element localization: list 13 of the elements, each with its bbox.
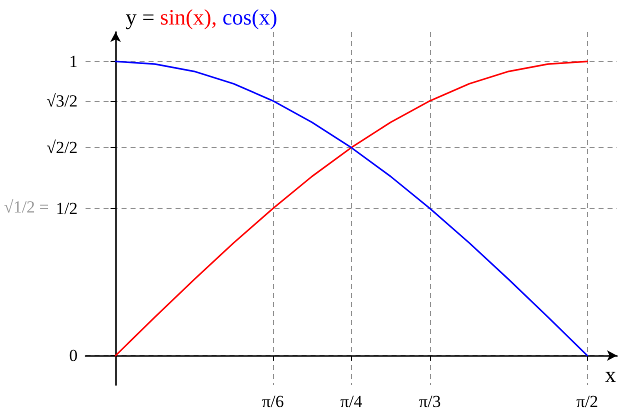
x-tick-label: π/6 [262,392,284,410]
line-series [114,60,588,356]
y-tick-label: √2/2 [46,138,78,158]
x-tick-label: π/2 [576,392,598,410]
y-tick-label: 0 [69,346,78,366]
x-tick-label: π/3 [419,392,441,410]
y-axis-title: y = sin(x), cos(x) [126,4,278,30]
y-tick-label: √3/2 [46,91,78,110]
y-tick-label: 1 [69,52,78,71]
y-tick-label: 1/2 [56,199,78,218]
x-axis-title: x [605,362,616,388]
x-tick-label: π/4 [340,392,363,410]
text: √1/2 = [4,198,49,216]
